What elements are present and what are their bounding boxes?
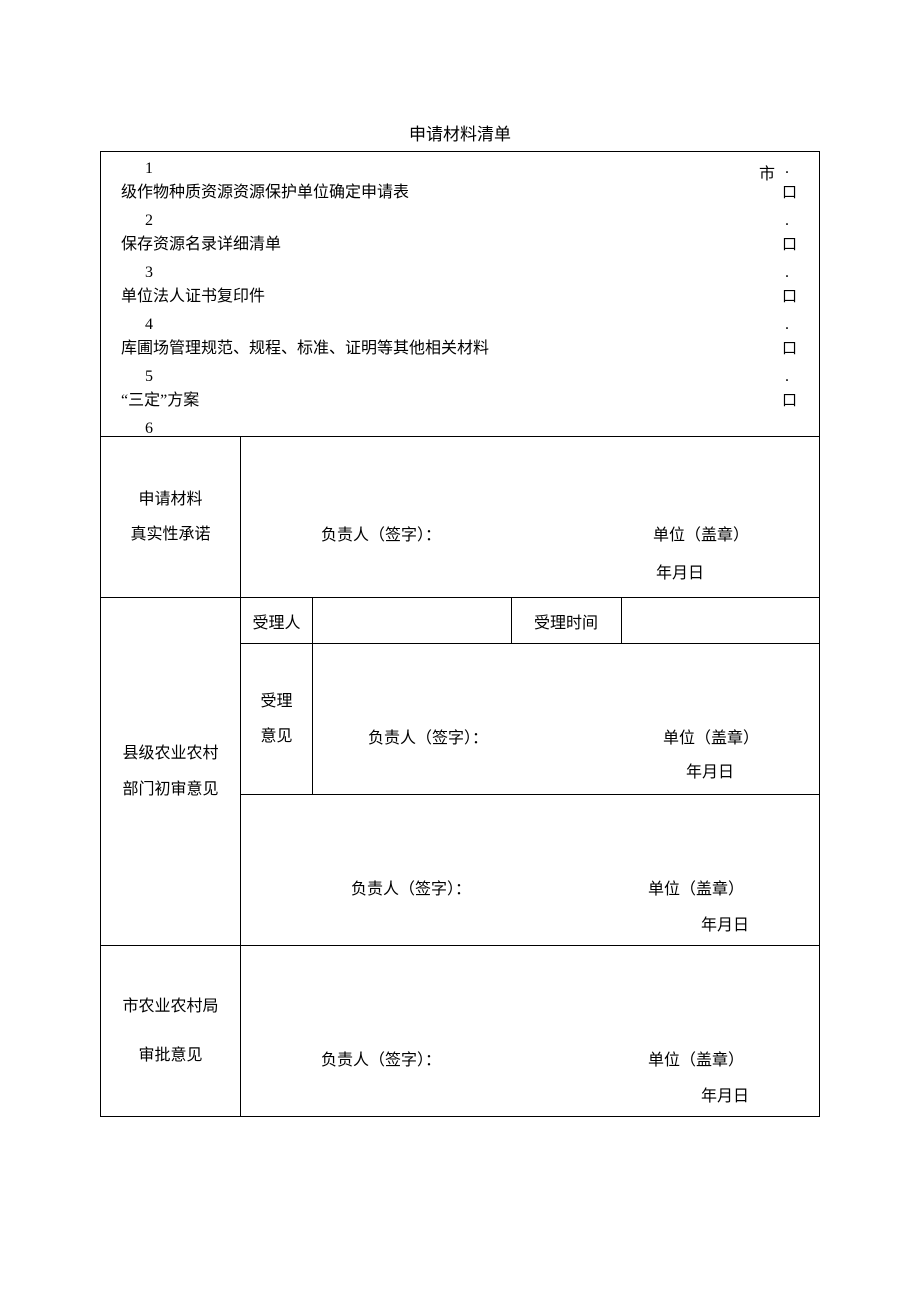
city-approval-label: 市农业农村局 审批意见	[101, 946, 241, 1117]
checkbox-icon[interactable]: 口	[782, 233, 799, 254]
accept-time-label: 受理时间	[511, 598, 621, 644]
seal-label: 单位（盖章）	[648, 875, 744, 899]
item-text: 库圃场管理规范、规程、标准、证明等其他相关材料	[121, 334, 782, 358]
responsible-sign-label: 负责人（签字）：	[321, 1046, 441, 1070]
responsible-sign-label: 负责人（签字）：	[321, 521, 441, 545]
item-dot: .	[785, 160, 799, 178]
item-number-orphan: 6	[121, 420, 799, 434]
item-text: 单位法人证书复印件	[121, 282, 782, 306]
checklist-item: 3 . 单位法人证书复印件 口	[121, 264, 799, 306]
county-sign-area: 负责人（签字）： 单位（盖章） 年月日	[241, 795, 820, 946]
item-dot: .	[785, 368, 799, 386]
county-label-line1: 县级农业农村	[105, 736, 236, 771]
checkbox-icon[interactable]: 口	[782, 337, 799, 358]
seal-label: 单位（盖章）	[648, 1046, 744, 1070]
item-number: 3	[121, 264, 153, 282]
item-number: 1	[121, 160, 153, 178]
checkbox-icon[interactable]: 口	[782, 181, 799, 202]
checkbox-icon[interactable]: 口	[782, 285, 799, 306]
date-label: 年月日	[701, 1082, 749, 1106]
item-number: 4	[121, 316, 153, 334]
seal-label: 单位（盖章）	[653, 521, 749, 545]
item-prefix: 市	[759, 160, 775, 184]
promise-label-line1: 申请材料	[101, 482, 240, 517]
accept-opinion-sign-area: 负责人（签字）： 单位（盖章） 年月日	[313, 644, 820, 795]
item-dot: .	[785, 316, 799, 334]
accept-opinion-line1: 受理	[245, 684, 308, 719]
item-text: 保存资源名录详细清单	[121, 230, 782, 254]
checklist-item: 5 . “三定”方案 口	[121, 368, 799, 410]
city-label-line2: 审批意见	[105, 1038, 236, 1073]
promise-label: 申请材料 真实性承诺	[101, 437, 241, 598]
city-sign-area: 负责人（签字）： 单位（盖章） 年月日	[241, 946, 820, 1117]
date-label: 年月日	[656, 559, 704, 583]
county-label-line2: 部门初审意见	[105, 772, 236, 807]
date-label: 年月日	[701, 911, 749, 935]
checklist-item: 2 . 保存资源名录详细清单 口	[121, 212, 799, 254]
seal-label: 单位（盖章）	[663, 724, 759, 748]
accept-opinion-label: 受理 意见	[241, 644, 313, 795]
responsible-sign-label: 负责人（签字）：	[368, 724, 488, 748]
promise-label-line2: 真实性承诺	[101, 517, 240, 552]
checkbox-icon[interactable]: 口	[782, 389, 799, 410]
application-table: 1 . 市 级作物种质资源资源保护单位确定申请表 口 2 . 保存资源名录详细清…	[100, 151, 820, 1117]
item-dot: .	[785, 264, 799, 282]
page-title: 申请材料清单	[100, 120, 820, 145]
accept-time-value[interactable]	[621, 598, 820, 644]
promise-sign-area: 负责人（签字）： 单位（盖章） 年月日	[241, 437, 820, 598]
checklist-item: 4 . 库圃场管理规范、规程、标准、证明等其他相关材料 口	[121, 316, 799, 358]
item-number: 2	[121, 212, 153, 230]
checklist-item: 1 . 市 级作物种质资源资源保护单位确定申请表 口	[121, 160, 799, 202]
item-dot: .	[785, 212, 799, 230]
item-text: “三定”方案	[121, 386, 782, 410]
date-label: 年月日	[686, 758, 734, 782]
accept-person-value[interactable]	[313, 598, 512, 644]
responsible-sign-label: 负责人（签字）：	[351, 875, 471, 899]
item-text: 级作物种质资源资源保护单位确定申请表	[121, 178, 782, 202]
accept-person-label: 受理人	[241, 598, 313, 644]
county-review-label: 县级农业农村 部门初审意见	[101, 598, 241, 946]
accept-opinion-line2: 意见	[245, 719, 308, 754]
item-number: 5	[121, 368, 153, 386]
city-label-line1: 市农业农村局	[105, 989, 236, 1024]
checklist-section: 1 . 市 级作物种质资源资源保护单位确定申请表 口 2 . 保存资源名录详细清…	[101, 152, 820, 437]
